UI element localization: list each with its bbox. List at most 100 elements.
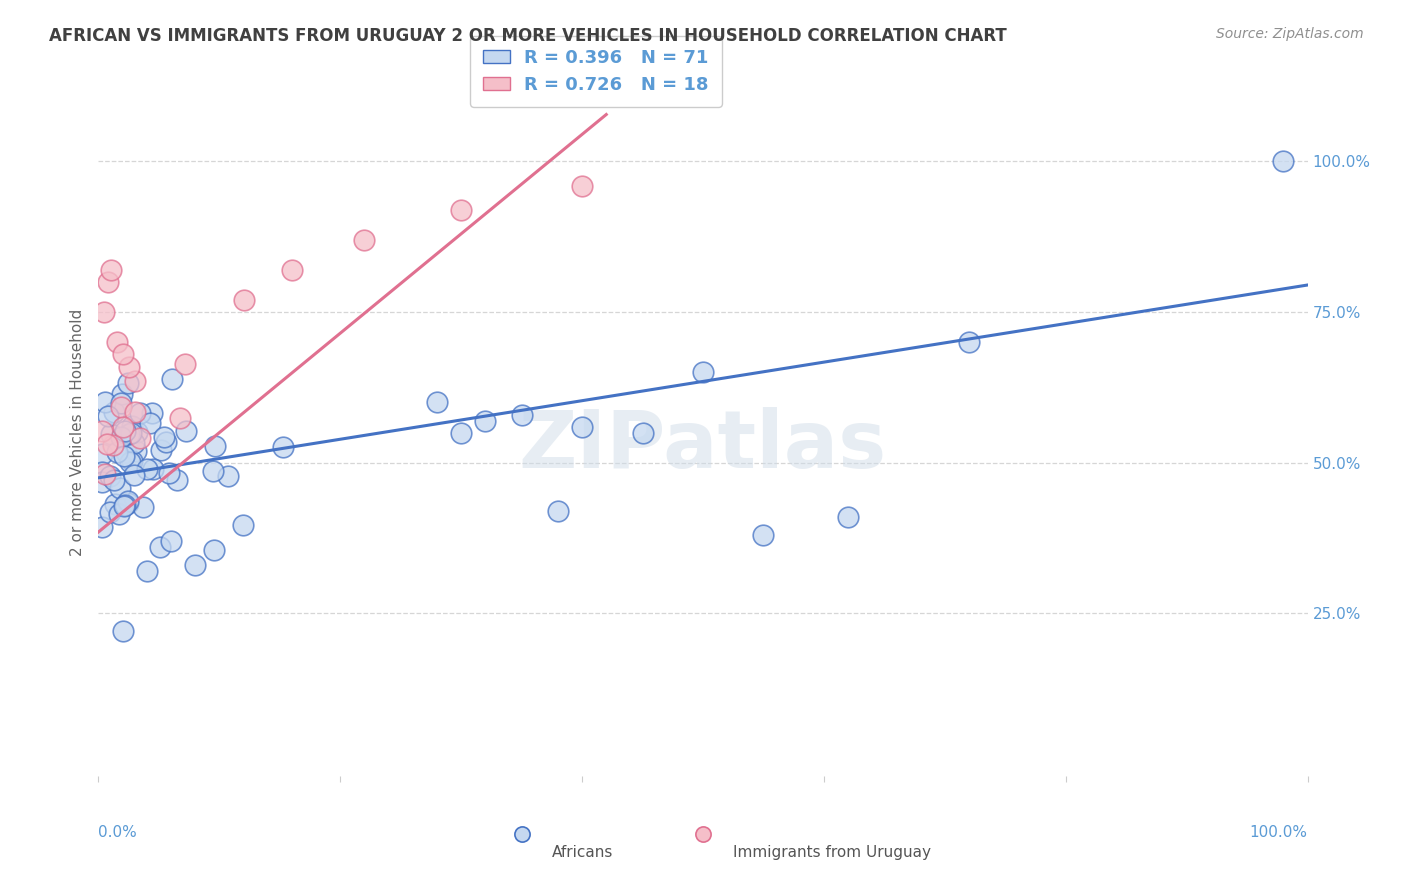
Point <box>94 467 117 481</box>
Point <box>547 504 569 518</box>
Point <box>125 425 148 439</box>
Point <box>692 808 714 822</box>
Point <box>104 497 127 511</box>
Point <box>110 401 132 415</box>
Point <box>122 468 145 483</box>
Point <box>112 420 135 434</box>
Point <box>157 466 180 480</box>
Point <box>124 405 146 419</box>
Point <box>166 473 188 487</box>
Point <box>100 263 122 277</box>
Point <box>510 408 533 422</box>
Point <box>353 233 375 247</box>
Point <box>112 500 135 514</box>
Point <box>174 357 197 371</box>
Point <box>136 461 159 475</box>
Text: Africans: Africans <box>551 845 613 860</box>
Point <box>426 395 449 409</box>
Point <box>117 494 139 508</box>
Point <box>114 498 136 512</box>
Point <box>105 335 128 350</box>
Point <box>160 372 183 386</box>
Point <box>97 409 120 423</box>
Text: ZIPatlas: ZIPatlas <box>519 408 887 485</box>
Point <box>122 436 145 450</box>
Text: Immigrants from Uruguay: Immigrants from Uruguay <box>734 845 931 860</box>
Point <box>217 468 239 483</box>
Point <box>837 510 859 524</box>
Point <box>232 517 254 532</box>
Point <box>132 500 155 515</box>
Point <box>450 425 472 440</box>
Point <box>110 481 132 495</box>
Point <box>117 376 139 390</box>
Point <box>94 394 117 409</box>
Text: 100.0%: 100.0% <box>1250 825 1308 840</box>
Point <box>631 425 654 440</box>
Point <box>474 413 496 427</box>
Point <box>281 263 304 277</box>
Point <box>118 359 141 374</box>
Point <box>176 424 198 438</box>
Point <box>120 425 142 440</box>
Point <box>98 505 121 519</box>
Point <box>124 374 146 388</box>
Point <box>91 447 114 461</box>
Point <box>201 464 224 478</box>
Point <box>692 365 714 379</box>
Point <box>115 444 138 458</box>
Text: AFRICAN VS IMMIGRANTS FROM URUGUAY 2 OR MORE VEHICLES IN HOUSEHOLD CORRELATION C: AFRICAN VS IMMIGRANTS FROM URUGUAY 2 OR … <box>49 27 1007 45</box>
Legend: R = 0.396   N = 71, R = 0.726   N = 18: R = 0.396 N = 71, R = 0.726 N = 18 <box>470 37 721 107</box>
Point <box>129 430 152 444</box>
Point <box>204 439 226 453</box>
Point <box>142 462 165 476</box>
Point <box>91 465 114 479</box>
Point <box>111 624 134 639</box>
Point <box>141 406 163 420</box>
Point <box>112 449 135 463</box>
Point <box>118 455 141 469</box>
Point <box>149 443 172 458</box>
Point <box>111 347 134 361</box>
Point <box>93 305 115 319</box>
Point <box>117 496 139 510</box>
Point <box>101 438 124 452</box>
Text: Source: ZipAtlas.com: Source: ZipAtlas.com <box>1216 27 1364 41</box>
Point <box>110 430 132 444</box>
Point <box>96 437 118 451</box>
Point <box>105 445 128 459</box>
Point <box>108 507 131 521</box>
Y-axis label: 2 or more Vehicles in Household: 2 or more Vehicles in Household <box>69 309 84 557</box>
Text: 0.0%: 0.0% <box>98 825 138 840</box>
Point <box>571 178 593 193</box>
Point <box>125 444 148 458</box>
Point <box>510 808 533 822</box>
Point <box>957 335 980 350</box>
Point <box>91 475 114 490</box>
Point <box>160 534 183 549</box>
Point <box>135 564 157 578</box>
Point <box>271 440 294 454</box>
Point <box>139 417 162 431</box>
Point <box>752 528 775 542</box>
Point <box>103 473 125 487</box>
Point <box>169 410 191 425</box>
Point <box>450 202 472 217</box>
Point <box>1272 154 1295 169</box>
Point <box>121 454 143 468</box>
Point <box>571 419 593 434</box>
Point <box>103 405 125 419</box>
Point <box>98 468 121 483</box>
Point <box>91 424 114 438</box>
Point <box>100 427 122 442</box>
Point <box>97 275 120 289</box>
Point <box>232 293 254 307</box>
Point <box>114 424 136 438</box>
Point <box>155 435 177 450</box>
Point <box>184 558 207 573</box>
Point <box>110 396 132 410</box>
Point <box>91 520 114 534</box>
Point <box>118 427 141 442</box>
Point <box>121 418 143 433</box>
Point <box>149 540 172 554</box>
